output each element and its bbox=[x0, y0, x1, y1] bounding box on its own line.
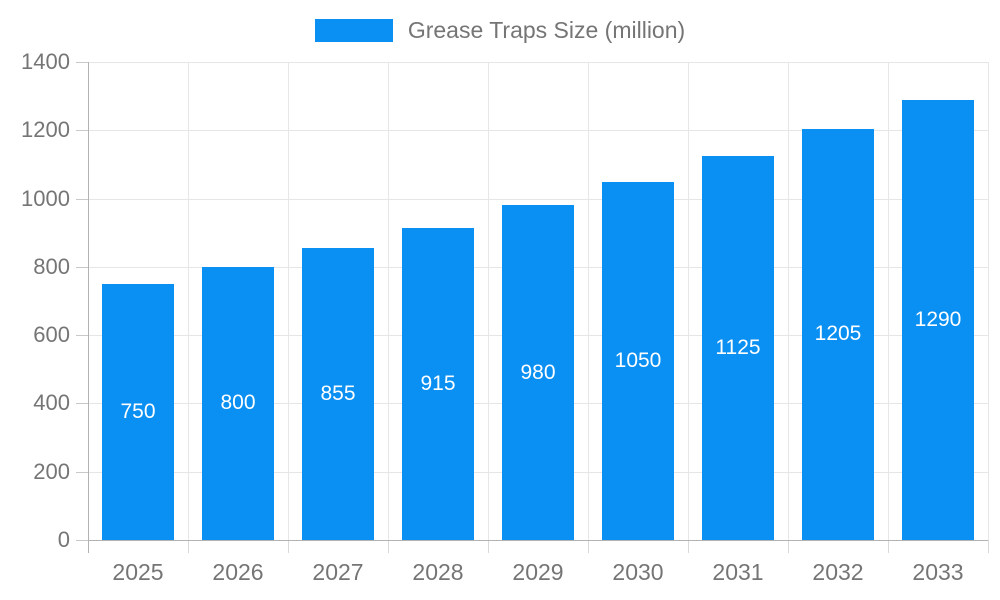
x-axis-tick-label: 2031 bbox=[712, 559, 764, 585]
bar-2025-text: 750 bbox=[120, 399, 156, 423]
bar-2030-text: 1050 bbox=[614, 348, 662, 372]
x-axis-tick-label: 2033 bbox=[912, 559, 964, 585]
x-gridline bbox=[588, 62, 589, 540]
x-tick-mark bbox=[588, 540, 589, 553]
y-tick-mark bbox=[76, 540, 88, 541]
bar-2032: 1205 bbox=[802, 128, 874, 540]
x-gridline bbox=[988, 62, 989, 540]
y-axis-tick-label: 200 bbox=[33, 458, 70, 484]
y-tick-mark bbox=[76, 198, 88, 200]
x-gridline bbox=[688, 62, 689, 540]
bar-2029-text: 980 bbox=[520, 360, 556, 384]
x-gridline bbox=[488, 62, 489, 540]
x-tick-mark bbox=[288, 540, 289, 553]
x-tick-mark bbox=[888, 540, 889, 553]
x-gridline bbox=[288, 62, 289, 540]
bar-2030: 1050 bbox=[602, 181, 674, 540]
x-tick-mark bbox=[488, 540, 489, 553]
x-gridline bbox=[888, 62, 889, 540]
y-gridline bbox=[88, 198, 988, 200]
x-tick-mark bbox=[988, 540, 989, 553]
y-gridline bbox=[88, 130, 988, 132]
y-axis-tick-label: 600 bbox=[33, 322, 70, 348]
x-axis-tick-label: 2027 bbox=[312, 559, 364, 585]
x-axis-tick-label: 2029 bbox=[512, 559, 564, 585]
y-axis-tick-label: 1400 bbox=[21, 49, 70, 74]
y-gridline bbox=[88, 62, 988, 63]
bar-2025: 750 bbox=[102, 283, 174, 540]
x-axis-tick-label: 2025 bbox=[112, 559, 164, 585]
bar-2028: 915 bbox=[402, 227, 474, 540]
legend-swatch bbox=[314, 19, 393, 42]
y-axis-line bbox=[88, 62, 89, 553]
bar-2026: 800 bbox=[202, 266, 274, 540]
y-tick-mark bbox=[76, 130, 88, 132]
y-tick-mark bbox=[76, 266, 88, 268]
bar-2026-text: 800 bbox=[220, 391, 256, 415]
x-tick-mark bbox=[188, 540, 189, 553]
x-gridline bbox=[188, 62, 189, 540]
y-tick-mark bbox=[76, 471, 88, 473]
bar-2029: 980 bbox=[502, 205, 574, 540]
x-tick-mark bbox=[688, 540, 689, 553]
chart-legend: Grease Traps Size (million) bbox=[0, 17, 1000, 44]
x-axis-tick-label: 2028 bbox=[412, 559, 464, 585]
x-axis-tick-label: 2032 bbox=[812, 559, 864, 585]
x-tick-mark bbox=[788, 540, 789, 553]
y-axis-tick-label: 0 bbox=[57, 527, 70, 552]
x-gridline bbox=[388, 62, 389, 540]
y-tick-mark bbox=[76, 335, 88, 337]
bar-2032-text: 1205 bbox=[814, 322, 862, 346]
bar-2031: 1125 bbox=[702, 155, 774, 540]
y-tick-mark bbox=[76, 62, 88, 63]
bar-2033-text: 1290 bbox=[914, 307, 962, 331]
y-axis-tick-label: 800 bbox=[33, 253, 70, 279]
bar-2027: 855 bbox=[302, 248, 374, 540]
y-axis-tick-label: 1200 bbox=[21, 117, 70, 143]
x-tick-mark bbox=[388, 540, 389, 553]
y-tick-mark bbox=[76, 403, 88, 405]
x-gridline bbox=[788, 62, 789, 540]
x-axis-tick-label: 2030 bbox=[612, 559, 664, 585]
y-axis-tick-label: 1000 bbox=[21, 185, 70, 211]
y-axis-tick-label: 400 bbox=[33, 390, 70, 416]
bar-2033: 1290 bbox=[902, 99, 974, 540]
x-axis-tick-label: 2026 bbox=[212, 559, 264, 585]
bar-2027-text: 855 bbox=[320, 382, 356, 406]
x-axis-line bbox=[88, 540, 988, 541]
legend-label: Grease Traps Size (million) bbox=[407, 17, 686, 43]
bar-2028-text: 915 bbox=[420, 371, 456, 395]
bar-2031-text: 1125 bbox=[715, 335, 761, 359]
